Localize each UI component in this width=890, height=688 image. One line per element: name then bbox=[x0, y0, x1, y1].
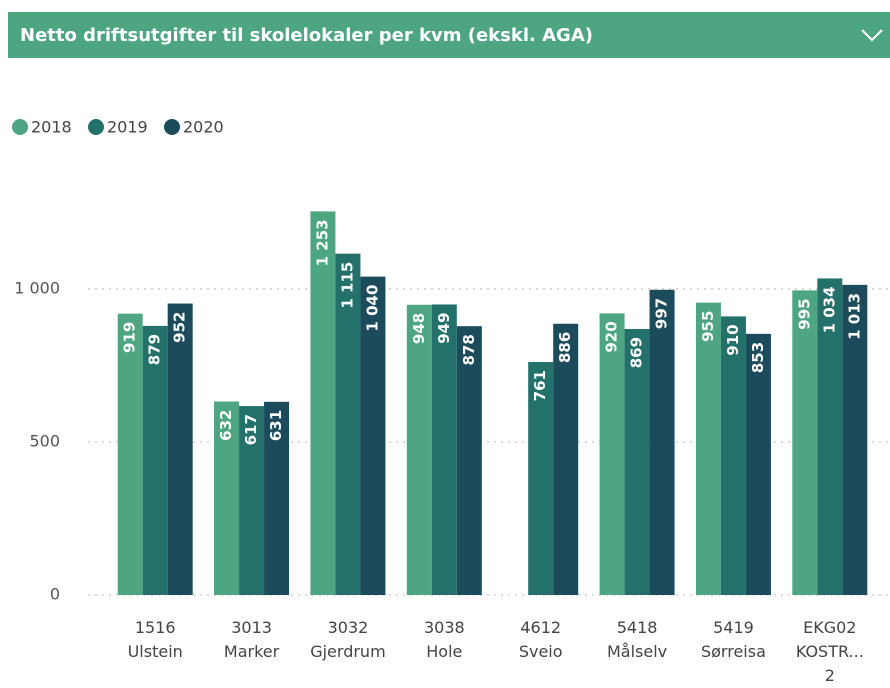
y-tick-label: 0 bbox=[50, 585, 60, 604]
y-tick-label: 1 000 bbox=[14, 278, 60, 297]
bar bbox=[553, 323, 579, 595]
value-label: 631 bbox=[267, 410, 285, 441]
legend-marker bbox=[12, 119, 28, 135]
value-label: 920 bbox=[603, 321, 621, 352]
value-label: 878 bbox=[460, 334, 478, 365]
bar bbox=[528, 362, 554, 595]
bar bbox=[456, 326, 482, 595]
value-label: 949 bbox=[435, 312, 453, 343]
bar bbox=[310, 211, 336, 596]
bar bbox=[792, 290, 818, 595]
value-label: 617 bbox=[242, 414, 260, 445]
chevron[interactable] bbox=[861, 29, 883, 42]
legend-label: 2018 bbox=[31, 118, 72, 137]
legend-marker bbox=[88, 119, 104, 135]
bar bbox=[264, 401, 290, 595]
value-label: 948 bbox=[410, 313, 428, 344]
bar bbox=[649, 289, 675, 595]
y-tick-label: 500 bbox=[29, 431, 60, 450]
legend-marker bbox=[164, 119, 180, 135]
x-tick-label: 5419 Sørreisa bbox=[701, 618, 766, 661]
x-tick-label: 3013 Marker bbox=[224, 618, 280, 661]
bar bbox=[624, 328, 650, 595]
value-label: 997 bbox=[653, 298, 671, 329]
x-tick-label: 5418 Målselv bbox=[607, 618, 667, 661]
header-bar bbox=[8, 12, 890, 58]
value-label: 995 bbox=[795, 298, 813, 329]
bar bbox=[214, 401, 240, 595]
bar bbox=[695, 302, 721, 595]
value-label: 1 253 bbox=[313, 219, 331, 266]
x-tick-label: EKG02 KOSTR... 2 bbox=[796, 618, 864, 685]
bar bbox=[335, 253, 361, 595]
x-tick-label: 3038 Hole bbox=[424, 618, 465, 661]
x-tick-label: 3032 Gjerdrum bbox=[310, 618, 385, 661]
bar bbox=[720, 316, 746, 595]
value-label: 910 bbox=[724, 324, 742, 355]
value-label: 919 bbox=[121, 322, 139, 353]
legend-label: 2019 bbox=[107, 118, 148, 137]
bar bbox=[431, 304, 457, 595]
bar bbox=[167, 303, 193, 595]
bar bbox=[745, 333, 771, 595]
bar bbox=[599, 313, 625, 595]
bar bbox=[142, 325, 168, 595]
x-tick-label: 1516 Ulstein bbox=[128, 618, 183, 661]
value-label: 1 013 bbox=[845, 293, 863, 340]
x-tick-label: 4612 Sveio bbox=[519, 618, 563, 661]
chart-title: Netto driftsutgifter til skolelokaler pe… bbox=[20, 25, 593, 46]
value-label: 632 bbox=[217, 410, 235, 441]
value-label: 886 bbox=[556, 332, 574, 363]
legend-label: 2020 bbox=[183, 118, 224, 137]
value-label: 761 bbox=[531, 370, 549, 401]
bar bbox=[817, 278, 843, 595]
value-label: 853 bbox=[749, 342, 767, 373]
bar bbox=[842, 284, 868, 595]
value-label: 869 bbox=[628, 337, 646, 368]
value-label: 879 bbox=[146, 334, 164, 365]
value-label: 952 bbox=[171, 312, 189, 343]
bar bbox=[360, 276, 386, 595]
value-label: 1 040 bbox=[363, 285, 381, 332]
bar bbox=[239, 406, 265, 595]
value-label: 955 bbox=[699, 311, 717, 342]
value-label: 1 034 bbox=[820, 286, 838, 333]
value-label: 1 115 bbox=[338, 262, 356, 309]
bar bbox=[117, 313, 143, 595]
bar bbox=[406, 304, 432, 595]
